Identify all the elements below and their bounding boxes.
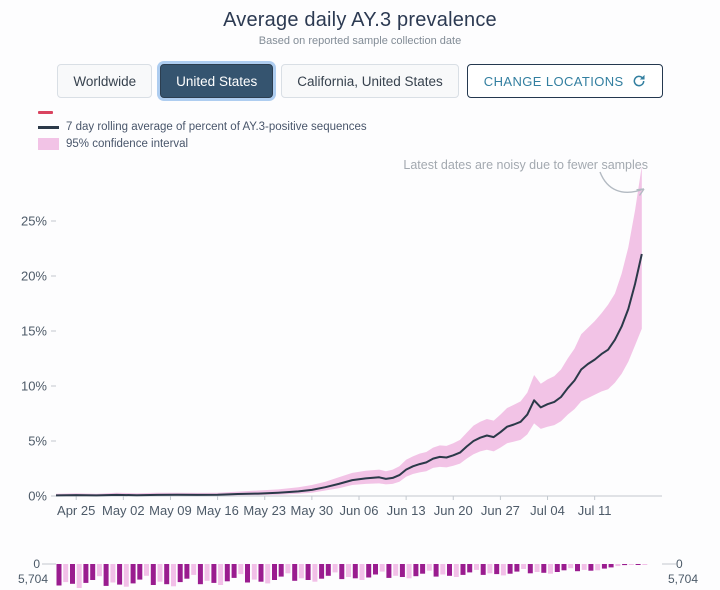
location-button-worldwide[interactable]: Worldwide [57, 64, 153, 98]
svg-text:Jun 13: Jun 13 [387, 503, 426, 518]
svg-text:Jul 11: Jul 11 [578, 503, 612, 518]
counts-axis-zero-right: 0 [676, 557, 683, 571]
location-button-california[interactable]: California, United States [281, 64, 459, 98]
legend-row-band: 95% confidence interval [38, 138, 367, 150]
counts-axis-max-right: 5,704 [668, 572, 699, 586]
refresh-icon [633, 74, 645, 87]
location-button-united-states[interactable]: United States [160, 64, 274, 98]
svg-text:20%: 20% [21, 269, 47, 284]
svg-text:May 30: May 30 [291, 503, 334, 518]
svg-text:Jun 06: Jun 06 [339, 503, 378, 518]
red-dash-mark [38, 111, 53, 114]
legend-row-line: 7 day rolling average of percent of AY.3… [38, 121, 367, 133]
chart-legend: 7 day rolling average of percent of AY.3… [38, 121, 367, 155]
svg-text:10%: 10% [21, 379, 47, 394]
annotation-arrow-icon [599, 171, 645, 196]
counts-axis-zero-left: 0 [33, 557, 40, 571]
svg-text:May 02: May 02 [102, 503, 145, 518]
band-swatch [38, 138, 59, 150]
svg-text:5%: 5% [28, 434, 47, 449]
change-locations-button[interactable]: CHANGE LOCATIONS [466, 64, 663, 98]
sample-counts-chart[interactable] [20, 556, 686, 590]
line-legend-label: 7 day rolling average of percent of AY.3… [66, 121, 367, 133]
svg-text:Jun 20: Jun 20 [434, 503, 473, 518]
noisy-data-annotation: Latest dates are noisy due to fewer samp… [403, 158, 648, 172]
svg-text:May 09: May 09 [149, 503, 192, 518]
counts-axis-max-left: 5,704 [17, 572, 48, 586]
page-subtitle: Based on reported sample collection date [258, 35, 462, 47]
line-swatch [38, 125, 59, 129]
svg-text:May 16: May 16 [196, 503, 239, 518]
svg-text:Apr 25: Apr 25 [57, 503, 95, 518]
location-toolbar: Worldwide United States California, Unit… [0, 64, 720, 98]
prevalence-chart[interactable]: 0% 5% 10% 15% 20% 25% Apr 25 May 02 May 09 May 16… [20, 156, 686, 528]
svg-text:0%: 0% [28, 489, 47, 504]
band-legend-label: 95% confidence interval [66, 138, 189, 150]
svg-text:15%: 15% [21, 324, 47, 339]
page-title: Average daily AY.3 prevalence [223, 9, 497, 31]
svg-text:25%: 25% [21, 214, 47, 229]
svg-text:Jul 04: Jul 04 [530, 503, 565, 518]
change-locations-label: CHANGE LOCATIONS [483, 73, 624, 89]
svg-text:Jun 27: Jun 27 [481, 503, 520, 518]
svg-text:May 23: May 23 [243, 503, 286, 518]
